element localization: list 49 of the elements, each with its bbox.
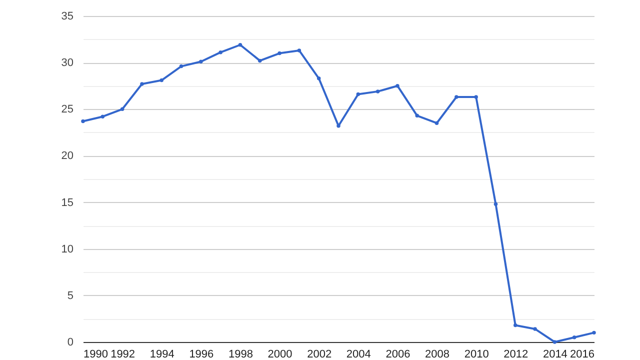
point: [81, 119, 85, 124]
point: [199, 60, 203, 64]
point: [415, 114, 419, 118]
point: [396, 84, 400, 88]
x-tick-label: 2010: [464, 348, 489, 360]
point: [120, 107, 124, 112]
x-tick-label: 2002: [307, 348, 332, 360]
point: [160, 78, 164, 82]
point: [140, 82, 144, 86]
point: [278, 51, 282, 56]
x-tick-label: 2004: [346, 348, 371, 360]
x-tick-label: 2012: [504, 348, 528, 360]
point: [514, 323, 518, 328]
point: [533, 327, 537, 331]
y-tick-label: 25: [61, 104, 74, 116]
point: [238, 43, 242, 47]
y-tick-label: 0: [67, 336, 74, 348]
x-tick-label: 2016: [570, 348, 594, 360]
point: [572, 335, 576, 340]
point: [336, 124, 340, 128]
x-tick-label: 2006: [386, 348, 410, 360]
x-tick-label: 2014: [542, 348, 568, 360]
point: [316, 76, 321, 80]
point: [218, 50, 222, 54]
point: [434, 121, 439, 125]
point: [100, 114, 105, 118]
y-tick-label: 15: [61, 196, 74, 209]
x-tick-label: 1990: [84, 348, 108, 360]
x-tick-label: 1992: [110, 348, 136, 360]
y-tick-label: 5: [67, 290, 74, 302]
point: [494, 202, 498, 206]
point: [258, 58, 262, 63]
x-tick-label: 1996: [189, 348, 214, 360]
point: [474, 95, 478, 99]
y-tick-label: 30: [61, 57, 74, 70]
y-tick-label: 35: [61, 10, 74, 22]
y-tick-label: 10: [61, 243, 74, 256]
point: [179, 64, 184, 68]
y-tick-label: 20: [61, 150, 74, 162]
point: [454, 95, 458, 99]
x-tick-label: 1998: [228, 348, 253, 360]
x-tick-label: 2008: [425, 348, 450, 360]
point: [552, 340, 557, 344]
x-tick-label: 1994: [150, 348, 174, 360]
point: [592, 330, 596, 335]
point: [297, 48, 302, 52]
point: [356, 92, 360, 96]
x-tick-label: 2000: [268, 348, 292, 360]
point: [376, 90, 380, 94]
